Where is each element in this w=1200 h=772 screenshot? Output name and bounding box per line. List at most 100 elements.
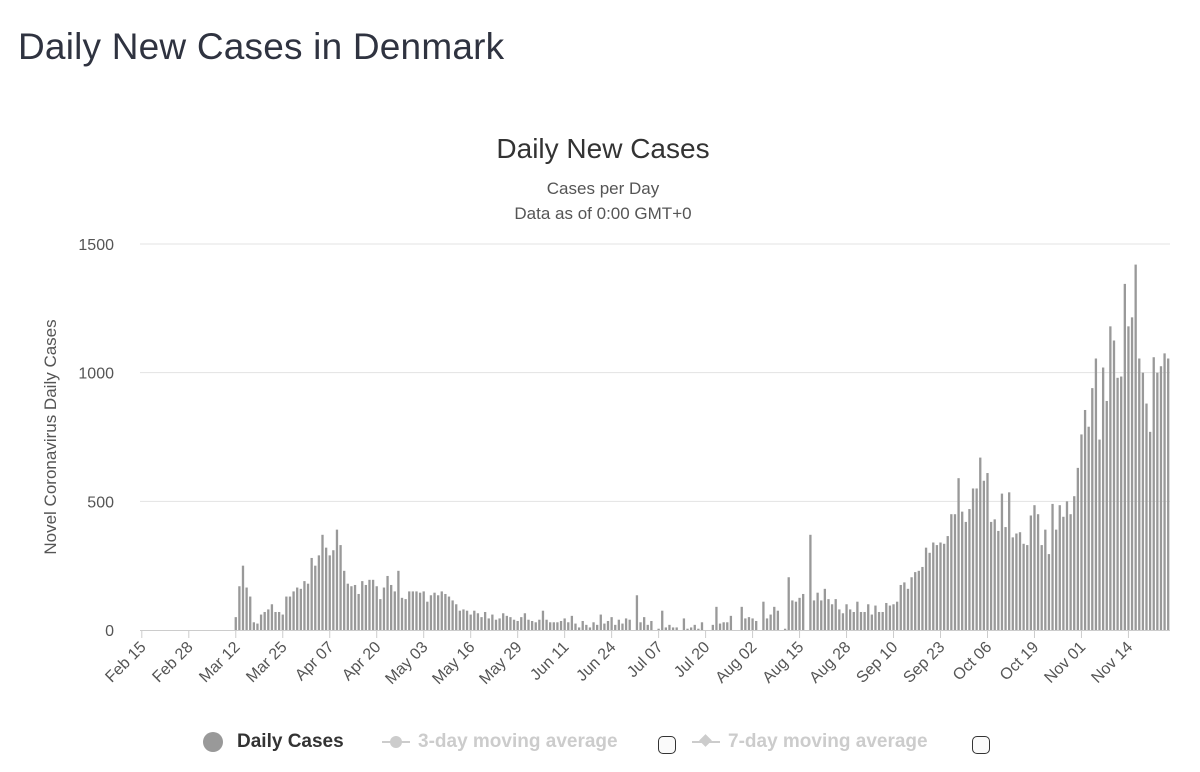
legend-daily-cases[interactable]: Daily Cases (203, 726, 344, 758)
bar (791, 600, 794, 630)
x-tick-label: Jun 11 (527, 639, 572, 684)
bar (292, 591, 295, 630)
y-axis-ticks: 0 500 1000 1500 (78, 237, 114, 640)
y-tick-label: 0 (105, 623, 114, 640)
x-axis: Feb 15 Feb 28 Mar 12 Mar 25 Apr 07 Apr 20May … (102, 630, 1170, 688)
bar (559, 620, 563, 630)
bar (820, 600, 823, 630)
bar (614, 624, 617, 630)
bar (993, 519, 996, 630)
bar (400, 597, 404, 630)
bar (256, 623, 259, 630)
bar (827, 599, 830, 630)
bar (375, 586, 378, 630)
bar (740, 606, 743, 630)
bar (1163, 353, 1166, 630)
bar (722, 622, 725, 630)
bar (1116, 377, 1119, 630)
bar (961, 511, 964, 630)
bar (682, 618, 686, 630)
bar (942, 543, 946, 630)
bar (386, 575, 389, 630)
bar (1148, 431, 1152, 630)
bar (924, 547, 928, 630)
bar (476, 613, 480, 630)
bar (1058, 505, 1061, 630)
bar (903, 582, 906, 630)
bar (935, 545, 939, 630)
y-axis-label: Novel Coronavirus Daily Cases (41, 319, 60, 554)
bar (1055, 529, 1058, 630)
legend-3day-average[interactable]: 3-day moving average (382, 726, 618, 758)
bar (1076, 467, 1079, 630)
bar (982, 480, 986, 630)
bar (968, 509, 971, 630)
bar (1091, 388, 1094, 630)
bar (914, 572, 917, 630)
bar (361, 581, 364, 630)
bar (520, 617, 523, 630)
bar (505, 615, 508, 630)
bar (523, 613, 527, 630)
bar (1112, 340, 1116, 630)
bar (852, 611, 855, 630)
bar (628, 619, 631, 630)
bar (303, 581, 306, 630)
bar (823, 588, 827, 630)
bar (393, 591, 396, 630)
x-tick-label: May 16 (429, 639, 478, 688)
bar (364, 584, 368, 630)
bar (755, 620, 758, 630)
x-tick-label: Feb 15 (102, 639, 149, 686)
7day-average-checkbox[interactable] (972, 736, 990, 754)
bar (241, 565, 245, 630)
bar (867, 604, 870, 630)
bar (238, 586, 241, 630)
legend-7day-average[interactable]: 7-day moving average (692, 726, 928, 758)
3day-average-checkbox[interactable] (658, 736, 676, 754)
bar (418, 592, 422, 630)
bar (480, 617, 483, 630)
bar (610, 617, 613, 630)
line-dot-icon (382, 732, 410, 752)
bar (798, 597, 801, 630)
bar (299, 588, 302, 630)
bar (1167, 358, 1170, 630)
bar (382, 587, 386, 630)
bar (469, 614, 472, 630)
bar (306, 583, 310, 630)
x-tick-label: Jul 07 (624, 639, 666, 681)
bar (1152, 357, 1155, 630)
bar (910, 577, 913, 630)
bar (946, 536, 949, 630)
bar (1036, 514, 1040, 630)
bar (765, 618, 769, 630)
chart-legend: Daily Cases 3-day moving average 7-day m… (0, 726, 1200, 760)
bar (512, 619, 516, 630)
bar (1159, 366, 1163, 630)
bar (545, 619, 548, 630)
bar (1000, 493, 1004, 630)
bar (1069, 514, 1072, 630)
bar (1044, 529, 1047, 630)
bar (310, 557, 313, 630)
bar (353, 584, 357, 630)
x-tick-label: Aug 02 (713, 639, 761, 687)
bar (711, 624, 714, 630)
bar (1101, 367, 1105, 630)
x-tick-label: May 29 (476, 639, 525, 688)
bar (324, 547, 328, 630)
bar (953, 514, 957, 630)
bar (1083, 409, 1087, 630)
bar (1123, 283, 1126, 630)
bar (1004, 527, 1007, 630)
bar (689, 627, 693, 630)
bar (1080, 434, 1083, 630)
bar (346, 583, 349, 630)
bar (404, 599, 407, 630)
bar (1127, 326, 1130, 630)
bar (527, 619, 530, 630)
bar (675, 627, 678, 630)
x-tick-label: Apr 20 (339, 639, 384, 684)
x-tick-label: Aug 15 (760, 639, 808, 687)
